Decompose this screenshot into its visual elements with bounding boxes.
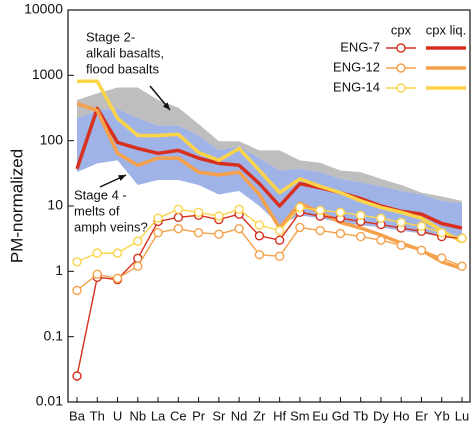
x-tick-label: Ce: [170, 408, 187, 423]
x-tick-label: Tb: [353, 408, 368, 423]
cpx-point: [437, 253, 447, 263]
cpx-point: [335, 228, 346, 239]
annotation: melts of: [74, 203, 120, 218]
annotation: amph veins?: [74, 219, 148, 234]
cpx-point: [396, 240, 406, 251]
cpx-point: [437, 228, 447, 238]
x-tick-label: Zr: [253, 408, 266, 423]
cpx-point: [234, 223, 244, 234]
y-tick-label: 0.1: [44, 327, 64, 343]
cpx-point: [355, 231, 366, 242]
cpx-line: [76, 211, 463, 377]
x-tick-label: Sm: [290, 408, 310, 423]
annotation: Stage 4 -: [74, 187, 127, 202]
cpx-point: [457, 233, 467, 244]
cpx-point: [295, 222, 305, 233]
cpx-point: [112, 273, 123, 284]
x-tick-label: Gd: [332, 408, 349, 423]
x-tick-label: La: [151, 408, 166, 423]
cpx-point: [416, 221, 427, 231]
y-tick-label: 1: [55, 262, 63, 278]
legend-header: cpx: [391, 22, 412, 37]
x-tick-label: Yb: [434, 408, 450, 423]
x-tick-label: Ba: [69, 408, 86, 423]
x-tick-label: Ho: [393, 408, 410, 423]
cpx-point: [214, 229, 224, 239]
y-tick-label: 1000: [32, 66, 63, 82]
cpx-point: [133, 236, 143, 246]
cpx-point: [274, 235, 285, 245]
legend-header: cpx liq.: [426, 22, 466, 37]
cpx-point: [214, 211, 224, 221]
cpx-point: [173, 223, 184, 234]
annotation: flood basalts: [86, 61, 159, 76]
x-tick-label: Lu: [455, 408, 469, 423]
cpx-point: [112, 248, 123, 258]
cpx-point: [274, 251, 285, 261]
annotation-arrowhead: [118, 175, 126, 181]
cpx-point: [416, 245, 427, 255]
cpx-point: [173, 204, 184, 215]
field-band: [77, 108, 462, 239]
cpx-point: [315, 225, 325, 236]
x-tick-label: Hf: [273, 408, 286, 423]
annotation: alkali basalts,: [86, 45, 164, 60]
x-tick-label: Pr: [192, 408, 206, 423]
cpx-point: [153, 213, 163, 223]
cpx-point: [315, 205, 325, 215]
cpx-point: [376, 235, 386, 245]
cpx-point: [92, 248, 102, 258]
cpx-point: [254, 220, 265, 230]
liq-line: [76, 101, 463, 271]
cpx-point: [72, 371, 82, 381]
y-tick-label: 0.01: [36, 393, 63, 409]
x-tick-label: Er: [415, 408, 429, 423]
x-tick-label: Sr: [212, 408, 226, 423]
liq-line: [77, 79, 463, 244]
x-tick-label: Nd: [231, 408, 248, 423]
legend-label: ENG-12: [333, 59, 380, 74]
cpx-point: [254, 231, 265, 241]
cpx-point: [355, 210, 366, 221]
cpx-point: [193, 228, 204, 238]
cpx-point: [153, 228, 163, 238]
cpx-point: [274, 225, 285, 236]
legend-label: ENG-14: [333, 79, 380, 94]
cpx-point: [72, 257, 82, 267]
cpx-point: [295, 202, 305, 213]
x-tick-label: Th: [90, 408, 105, 423]
cpx-point: [133, 261, 143, 271]
cpx-point: [72, 285, 82, 296]
legend-cpx-marker: [396, 63, 406, 73]
cpx-point: [173, 212, 184, 223]
cpx-point: [234, 204, 244, 215]
cpx-point: [193, 207, 204, 218]
x-tick-label: Nb: [129, 408, 146, 423]
x-tick-label: U: [113, 408, 122, 423]
annotation: Stage 2-: [86, 29, 135, 44]
cpx-point: [92, 269, 102, 280]
y-axis-label: PM-normalized: [7, 149, 26, 263]
field-band: [77, 87, 462, 204]
legend-label: ENG-7: [340, 39, 380, 54]
cpx-point: [396, 217, 406, 228]
legend-cpx-marker: [396, 83, 406, 93]
cpx-point: [254, 249, 265, 260]
y-tick-label: 10000: [24, 1, 63, 17]
x-tick-label: Eu: [312, 408, 328, 423]
legend-cpx-marker: [396, 43, 406, 53]
x-tick-label: Dy: [373, 408, 389, 423]
cpx-point: [457, 261, 467, 271]
y-tick-label: 100: [40, 131, 64, 147]
y-tick-label: 10: [47, 197, 63, 213]
cpx-point: [335, 207, 346, 218]
cpx-point: [376, 213, 386, 223]
annotation-arrowhead: [162, 102, 170, 110]
